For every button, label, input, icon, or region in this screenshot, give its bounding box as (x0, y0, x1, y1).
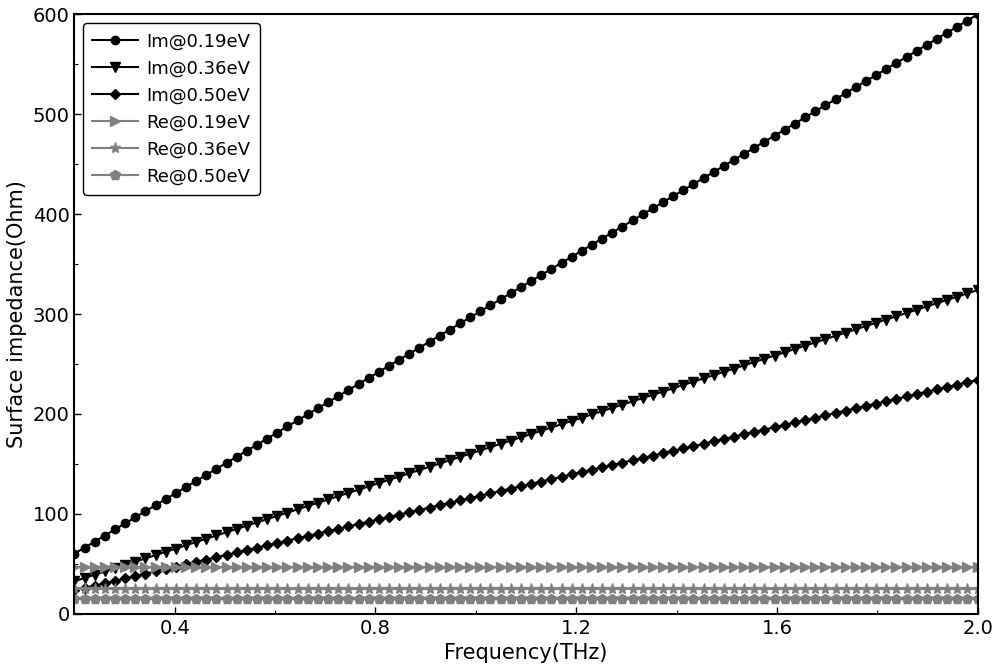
Line: Re@0.19eV: Re@0.19eV (70, 562, 982, 572)
Re@0.19eV (819, 563, 831, 571)
Re@0.50eV (840, 595, 852, 603)
Line: Im@0.50eV: Im@0.50eV (71, 377, 981, 594)
Re@0.36eV (819, 585, 831, 593)
Re@0.50eV (972, 595, 984, 603)
Im@0.50eV (342, 523, 354, 531)
Im@0.19eV (698, 174, 710, 182)
Line: Im@0.19eV: Im@0.19eV (70, 10, 982, 558)
Im@0.50eV (819, 411, 831, 419)
Im@0.50eV (68, 586, 80, 594)
Re@0.19eV (342, 563, 354, 571)
Re@0.19eV (972, 563, 984, 571)
Re@0.50eV (342, 595, 354, 603)
Re@0.36eV (931, 585, 943, 593)
Im@0.19eV (819, 101, 831, 109)
Re@0.36eV (190, 585, 202, 593)
Re@0.36eV (698, 585, 710, 593)
Im@0.36eV (68, 578, 80, 586)
Im@0.36eV (972, 286, 984, 294)
Im@0.19eV (342, 386, 354, 394)
Line: Im@0.36eV: Im@0.36eV (70, 285, 982, 586)
Re@0.19eV (698, 563, 710, 571)
Re@0.19eV (931, 563, 943, 571)
Im@0.36eV (931, 299, 943, 307)
Im@0.36eV (698, 375, 710, 383)
Re@0.19eV (190, 563, 202, 571)
Line: Re@0.50eV: Re@0.50eV (70, 594, 982, 604)
Legend: Im@0.19eV, Im@0.36eV, Im@0.50eV, Re@0.19eV, Re@0.36eV, Re@0.50eV: Im@0.19eV, Im@0.36eV, Im@0.50eV, Re@0.19… (83, 23, 260, 195)
Im@0.50eV (190, 558, 202, 566)
Re@0.36eV (972, 585, 984, 593)
Im@0.36eV (840, 328, 852, 336)
Im@0.19eV (840, 89, 852, 97)
Re@0.36eV (68, 585, 80, 593)
Im@0.36eV (342, 489, 354, 497)
Re@0.50eV (68, 595, 80, 603)
Re@0.50eV (931, 595, 943, 603)
Im@0.50eV (840, 407, 852, 415)
Im@0.50eV (698, 440, 710, 448)
Im@0.50eV (972, 376, 984, 384)
Im@0.36eV (819, 335, 831, 343)
Re@0.36eV (840, 585, 852, 593)
Re@0.19eV (840, 563, 852, 571)
Im@0.36eV (190, 538, 202, 546)
Re@0.50eV (190, 595, 202, 603)
Line: Re@0.36eV: Re@0.36eV (69, 583, 983, 594)
Y-axis label: Surface impedance(Ohm): Surface impedance(Ohm) (7, 180, 27, 448)
Im@0.19eV (931, 35, 943, 43)
Im@0.50eV (931, 385, 943, 393)
X-axis label: Frequency(THz): Frequency(THz) (444, 643, 608, 663)
Re@0.19eV (68, 563, 80, 571)
Im@0.19eV (190, 477, 202, 485)
Re@0.50eV (698, 595, 710, 603)
Im@0.19eV (68, 549, 80, 557)
Re@0.36eV (342, 585, 354, 593)
Re@0.50eV (819, 595, 831, 603)
Im@0.19eV (972, 11, 984, 19)
